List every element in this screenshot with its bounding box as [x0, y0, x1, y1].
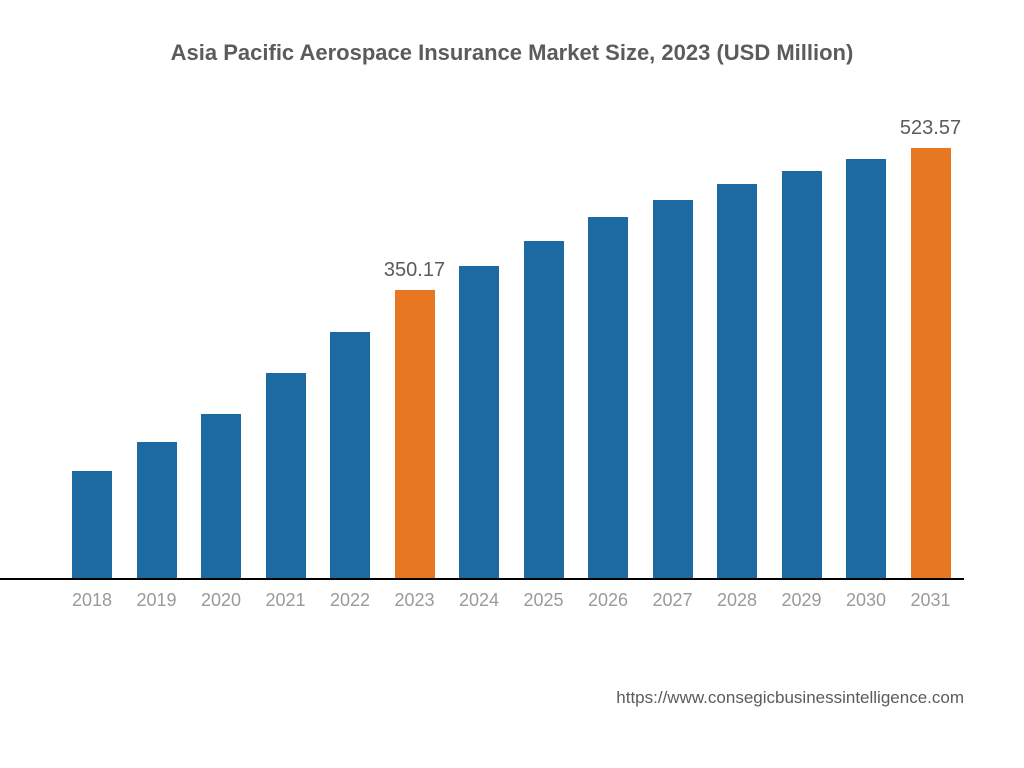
bar	[330, 332, 370, 578]
x-axis-label: 2031	[910, 590, 950, 611]
bar	[782, 171, 822, 578]
x-axis-label: 2029	[781, 590, 821, 611]
x-axis-label: 2026	[588, 590, 628, 611]
x-axis-label: 2019	[136, 590, 176, 611]
bar	[266, 373, 306, 578]
bar	[846, 159, 886, 578]
chart-area: 350.17 523.57 2018 2019 2020 2021 2022 2023 202…	[60, 120, 964, 620]
x-axis-label: 2024	[459, 590, 499, 611]
bar	[395, 290, 435, 578]
bar	[459, 266, 499, 578]
bar	[717, 184, 757, 578]
x-axis-label: 2028	[717, 590, 757, 611]
x-axis-label: 2021	[265, 590, 305, 611]
x-axis-labels: 2018 2019 2020 2021 2022 2023 2024 2025 2026 2027…	[60, 580, 964, 620]
bar-data-label: 523.57	[900, 117, 961, 140]
bar	[911, 148, 951, 578]
x-axis-label: 2022	[330, 590, 370, 611]
axis-baseline-extension	[0, 578, 60, 580]
bar	[201, 414, 241, 578]
chart-title: Asia Pacific Aerospace Insurance Market …	[0, 0, 1024, 66]
bar	[524, 241, 564, 578]
bar	[137, 442, 177, 578]
x-axis-label: 2023	[394, 590, 434, 611]
bar	[653, 200, 693, 578]
x-axis-label: 2025	[523, 590, 563, 611]
x-axis-label: 2030	[846, 590, 886, 611]
plot-area: 350.17 523.57	[60, 120, 964, 580]
x-axis-label: 2027	[652, 590, 692, 611]
bar-data-label: 350.17	[384, 259, 445, 282]
source-url: https://www.consegicbusinessintelligence…	[616, 688, 964, 708]
x-axis-label: 2020	[201, 590, 241, 611]
x-axis-label: 2018	[72, 590, 112, 611]
bar	[588, 217, 628, 578]
bar	[72, 471, 112, 578]
